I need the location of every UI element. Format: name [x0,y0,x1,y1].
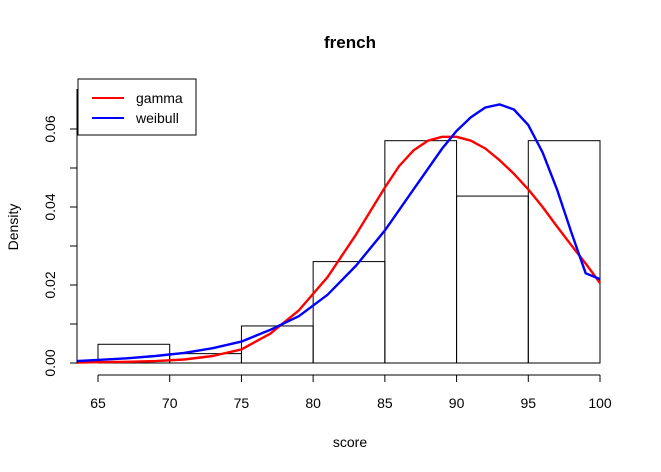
y-tick-label-0.00: 0.00 [42,349,58,376]
y-tick-label-0.06: 0.06 [42,115,58,142]
y-tick-label-0.04: 0.04 [42,193,58,220]
x-tick-label-70: 70 [162,395,178,411]
legend-label-weibull: weibull [135,110,179,126]
histogram-bars [97,140,601,364]
y-axis-label: Density [5,204,21,251]
histogram-bar-90-95 [456,195,529,364]
x-tick-label-100: 100 [588,395,612,411]
x-tick-label-75: 75 [234,395,250,411]
histogram-bar-80-85 [312,261,386,364]
x-tick-label-65: 65 [90,395,106,411]
legend: gamma weibull [77,78,197,136]
x-axis: 65 70 75 80 85 90 95 100 [90,374,612,411]
y-tick-label-0.02: 0.02 [42,271,58,298]
histogram-bar-95-100 [527,140,601,364]
x-tick-label-80: 80 [305,395,321,411]
legend-box [77,78,197,136]
curve-gamma [76,135,601,364]
x-axis-label: score [333,434,367,450]
x-tick-label-95: 95 [520,395,536,411]
density-curves [76,103,601,364]
curve-weibull [76,103,601,363]
legend-label-gamma: gamma [136,90,183,106]
y-axis: 0.00 0.02 0.04 0.06 [42,89,78,377]
x-tick-label-90: 90 [449,395,465,411]
histogram-bar-85-90 [384,140,458,364]
chart-title: french [324,33,376,52]
histogram-bar-70-75 [169,353,242,364]
x-tick-label-85: 85 [377,395,393,411]
